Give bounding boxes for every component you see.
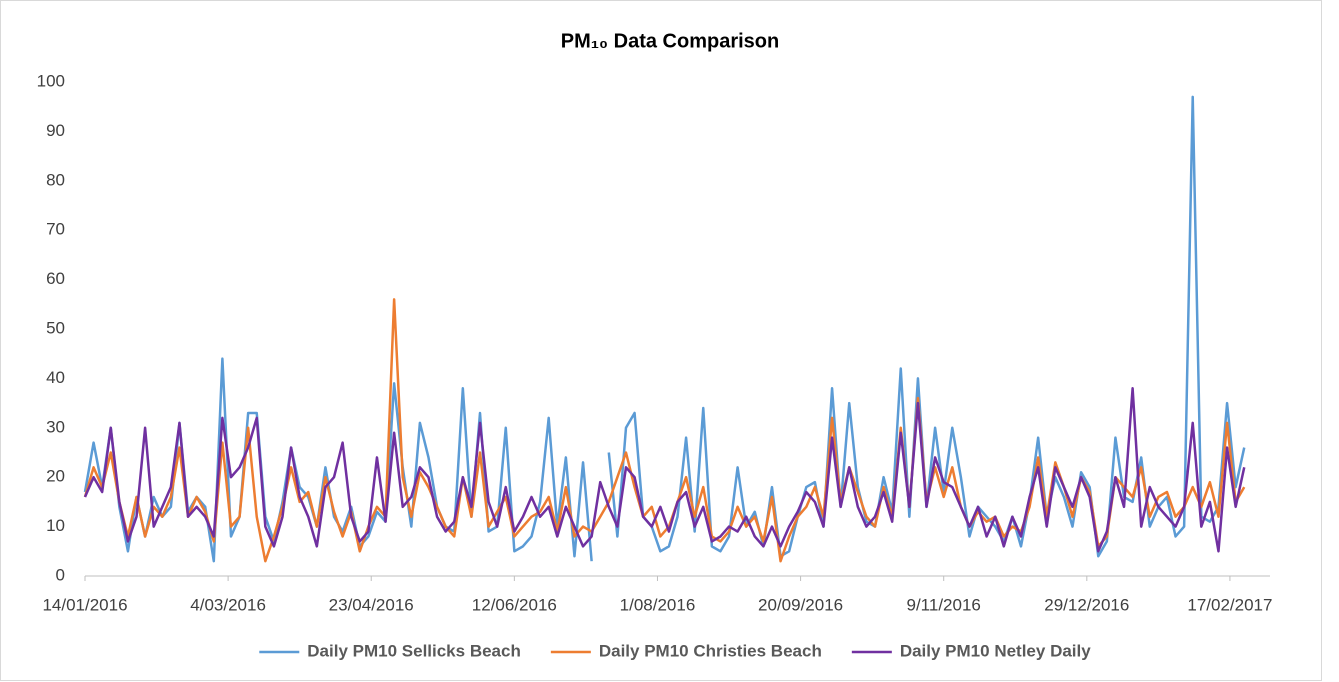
x-tick-label: 17/02/2017 (1187, 595, 1272, 614)
x-tick-label: 20/09/2016 (758, 595, 843, 614)
y-tick-label: 60 (46, 269, 65, 288)
x-tick-label: 29/12/2016 (1044, 595, 1129, 614)
x-tick-label: 12/06/2016 (472, 595, 557, 614)
legend-label: Daily PM10 Sellicks Beach (307, 641, 521, 660)
y-tick-label: 70 (46, 220, 65, 239)
legend-label: Daily PM10 Christies Beach (599, 641, 822, 660)
y-tick-label: 80 (46, 170, 65, 189)
y-tick-label: 90 (46, 121, 65, 140)
x-tick-label: 4/03/2016 (190, 595, 266, 614)
chart-title: PM₁₀ Data Comparison (561, 30, 779, 52)
y-tick-label: 40 (46, 368, 65, 387)
x-tick-label: 1/08/2016 (620, 595, 696, 614)
y-tick-label: 0 (56, 565, 65, 584)
legend-label: Daily PM10 Netley Daily (900, 641, 1091, 660)
y-tick-label: 10 (46, 516, 65, 535)
x-tick-label: 9/11/2016 (907, 595, 981, 614)
data-line (83, 387, 1246, 553)
x-tick-label: 23/04/2016 (329, 595, 414, 614)
x-tick-label: 14/01/2016 (42, 595, 127, 614)
y-tick-label: 20 (46, 467, 65, 486)
y-tick-label: 50 (46, 318, 65, 337)
y-tick-label: 30 (46, 417, 65, 436)
y-tick-label: 100 (37, 71, 65, 90)
